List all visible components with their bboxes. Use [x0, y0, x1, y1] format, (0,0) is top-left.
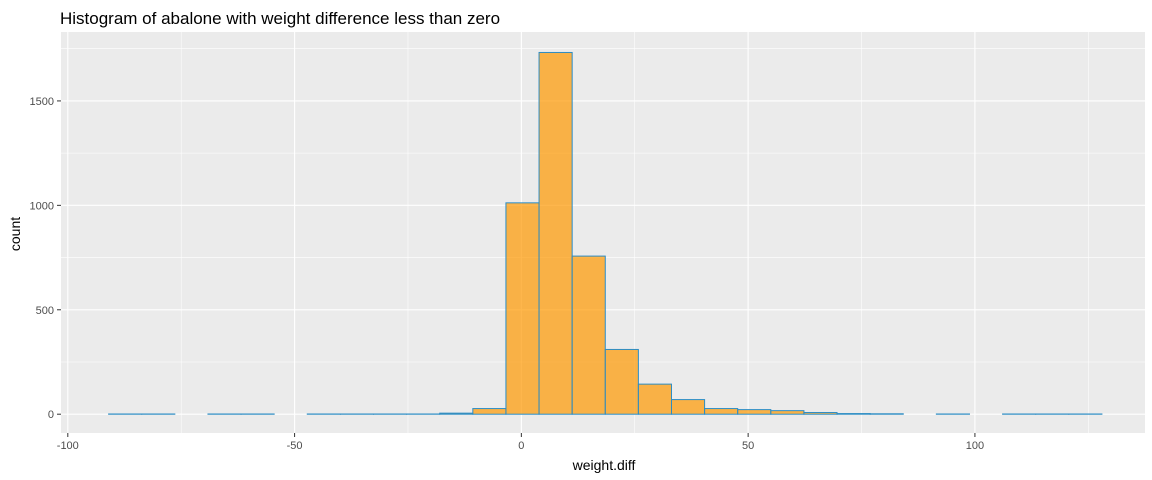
x-axis-tick-labels: -100 -50 0 50 100: [57, 433, 984, 452]
histogram-bar: [472, 408, 507, 415]
y-tick-label: 500: [36, 305, 54, 317]
y-tick-label: 1000: [30, 200, 54, 212]
histogram-bar: [737, 409, 772, 415]
histogram-bar: [604, 348, 639, 415]
x-tick-label: 0: [518, 440, 524, 452]
y-axis-tick-labels: 0 500 1000 1500: [30, 96, 61, 421]
x-tick-label: -50: [287, 440, 303, 452]
x-tick-label: 50: [742, 440, 754, 452]
histogram-bar: [505, 202, 540, 415]
histogram-bar: [670, 399, 706, 415]
x-tick-label: -100: [57, 440, 79, 452]
histogram-bar: [770, 410, 805, 415]
y-tick-label: 0: [48, 409, 54, 421]
histogram-bar: [704, 408, 739, 415]
histogram-bar: [538, 51, 573, 415]
y-axis-title: count: [7, 217, 23, 251]
histogram-bar: [803, 412, 838, 415]
histogram-bar: [571, 255, 606, 415]
histogram-bar: [439, 412, 474, 415]
plot-panel: [61, 32, 1145, 433]
x-axis-title: weight.diff: [572, 457, 636, 473]
chart-title: Histogram of abalone with weight differe…: [60, 9, 500, 28]
x-tick-label: 100: [966, 440, 984, 452]
histogram-bar: [836, 413, 871, 415]
y-tick-label: 1500: [30, 96, 54, 108]
histogram-bar: [637, 383, 672, 415]
